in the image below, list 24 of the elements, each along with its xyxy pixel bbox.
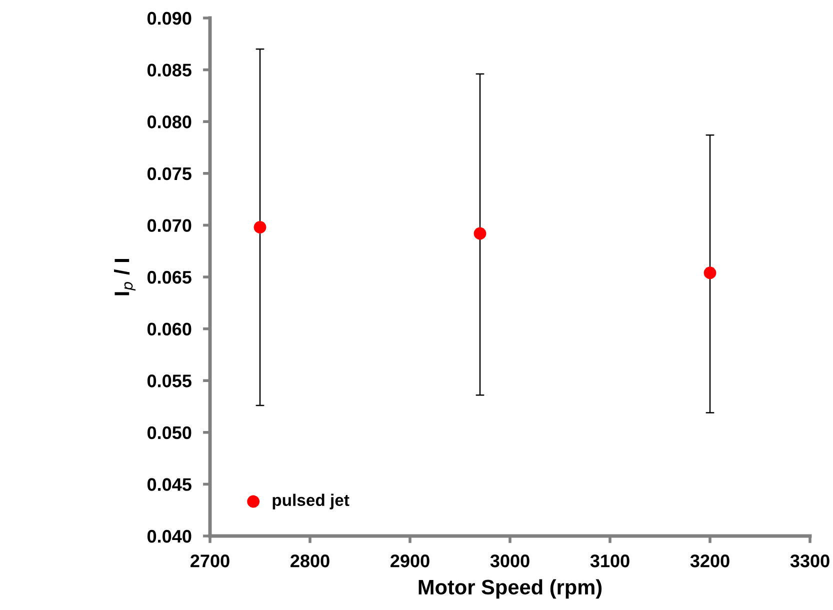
y-tick-label: 0.080: [147, 116, 192, 128]
y-tick-label: 0.065: [147, 270, 192, 284]
y-tick-label: 0.045: [147, 478, 192, 491]
y-tick-label: 0.085: [147, 64, 192, 77]
y-tick-label: 0.075: [147, 167, 192, 180]
y-axis-title: I$_{p}$ / I: [114, 259, 136, 296]
point: [704, 266, 716, 280]
y-tick-label: 0.050: [147, 426, 192, 440]
x-tick-label: 3100: [590, 554, 630, 568]
y-tick-label: 0.055: [147, 374, 192, 388]
point: [254, 221, 266, 234]
x-tick-label: 2800: [290, 554, 330, 568]
legend-label: pulsed jet: [272, 494, 350, 510]
y-tick-label: 0.070: [147, 219, 192, 232]
point: [474, 227, 486, 240]
x-tick-label: 2700: [190, 554, 230, 568]
y-tick-label: 0.040: [147, 530, 192, 543]
y-tick-label: 0.060: [147, 322, 192, 336]
x-tick-label: 3000: [490, 554, 530, 568]
x-tick-label: 2900: [390, 554, 430, 568]
x-tick-label: 3300: [790, 554, 830, 568]
x-axis-title: Motor Speed (rpm): [418, 579, 602, 599]
y-tick-label: 0.090: [147, 12, 192, 25]
x-tick-label: 3200: [690, 554, 730, 568]
